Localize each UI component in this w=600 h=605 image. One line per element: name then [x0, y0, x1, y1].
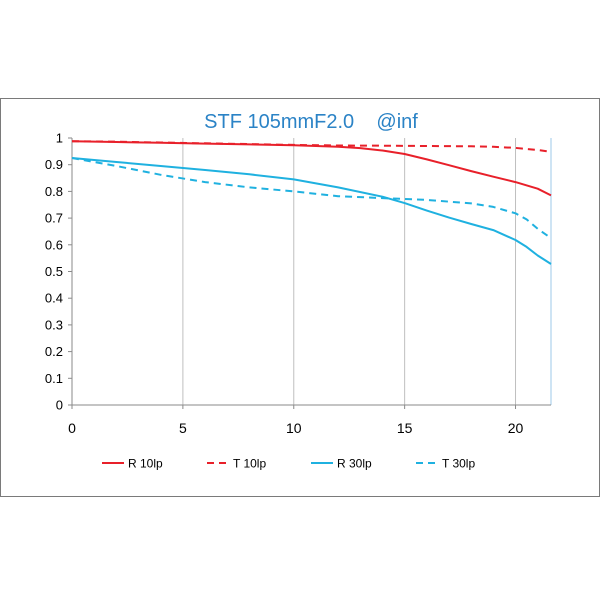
x-tick-label: 5: [179, 420, 187, 436]
y-tick-label: 0.1: [45, 371, 63, 386]
y-tick-label: 0.4: [45, 291, 63, 306]
legend-label: T 10lp: [233, 457, 266, 471]
y-tick-label: 0.5: [45, 264, 63, 279]
x-tick-label: 0: [68, 420, 76, 436]
y-tick-label: 0.3: [45, 317, 63, 332]
legend: R 10lp T 10lp R 30lp T 30lp: [102, 457, 475, 471]
x-tick-label: 15: [397, 420, 413, 436]
x-tick-label: 20: [508, 420, 524, 436]
y-tick-label: 0.8: [45, 184, 63, 199]
y-tick-label: 0.9: [45, 157, 63, 172]
legend-label: R 30lp: [337, 457, 372, 471]
y-tick-labels: 0 0.1 0.2 0.3 0.4 0.5 0.6 0.7 0.8 0.9 1: [45, 131, 63, 413]
y-tick-label: 1: [56, 131, 63, 146]
y-tick-label: 0.2: [45, 344, 63, 359]
legend-label: T 30lp: [442, 457, 475, 471]
chart-title: STF 105mmF2.0 @inf: [204, 111, 418, 133]
chart-border: [0, 98, 600, 497]
x-tick-label: 10: [286, 420, 302, 436]
y-tick-label: 0.7: [45, 211, 63, 226]
series-line-r-10lp: [71, 140, 552, 197]
legend-label: R 10lp: [128, 457, 163, 471]
series-line-r-30lp: [71, 157, 552, 265]
axes: [68, 137, 552, 409]
y-tick-label: 0.6: [45, 237, 63, 252]
series-lines: [71, 140, 552, 265]
series-line-t-10lp: [71, 140, 552, 153]
y-tick-label: 0: [56, 398, 63, 413]
series-line-t-30lp: [71, 157, 552, 239]
x-tick-labels: 0 5 10 15 20: [68, 420, 523, 436]
